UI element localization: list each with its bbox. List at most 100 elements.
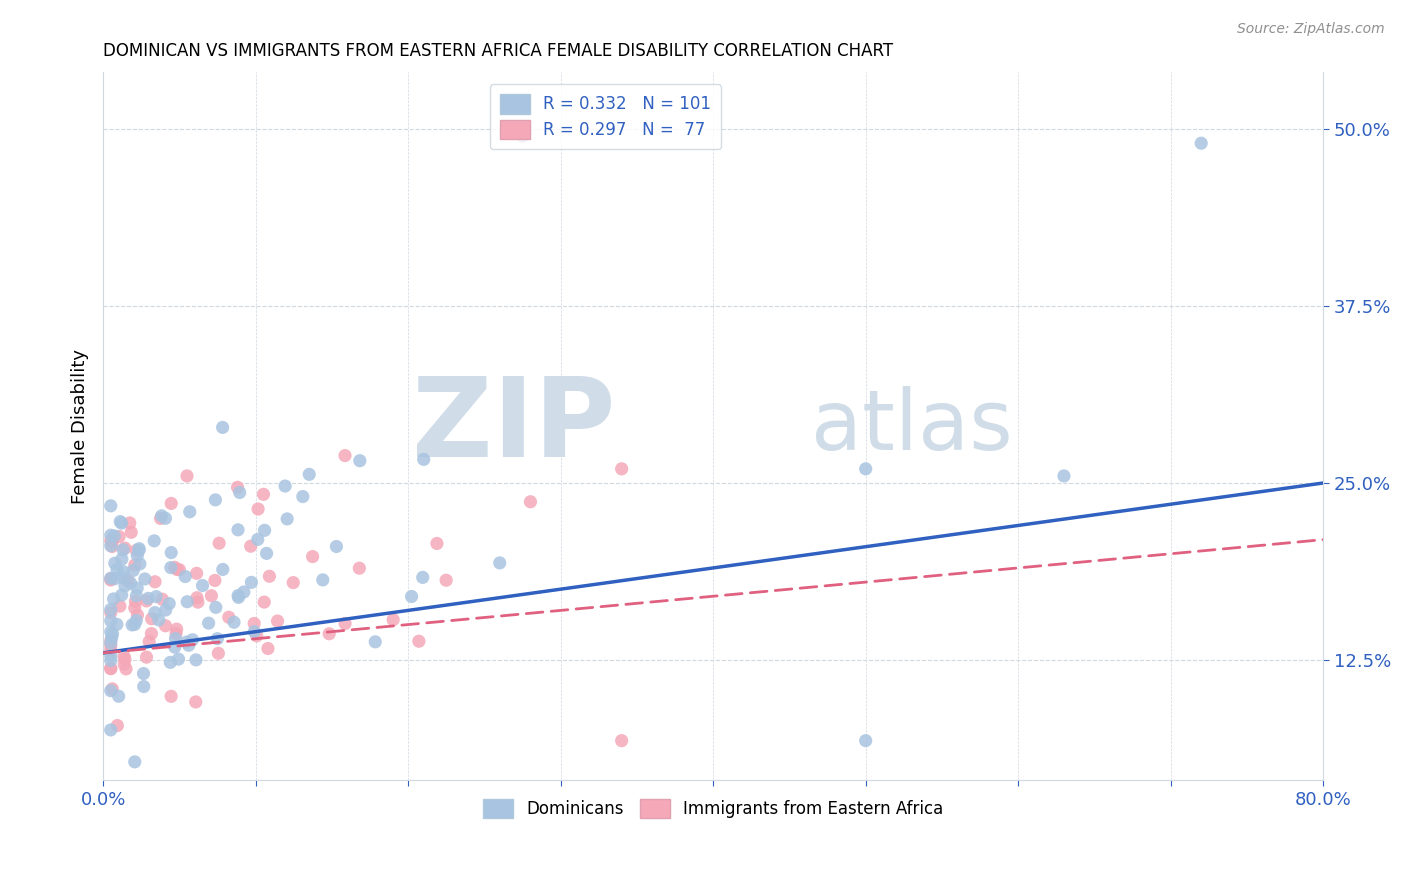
- Point: [159, 560, 181, 574]
- Point: [100, 533, 122, 548]
- Point: [100, 573, 122, 587]
- Point: [283, 575, 305, 590]
- Point: [166, 622, 188, 636]
- Point: [207, 632, 229, 646]
- Point: [243, 624, 266, 639]
- Point: [163, 640, 186, 654]
- Point: [200, 589, 222, 603]
- Point: [107, 690, 129, 704]
- Point: [143, 533, 166, 548]
- Point: [1053, 469, 1076, 483]
- Point: [105, 562, 128, 576]
- Point: [100, 602, 122, 616]
- Point: [318, 626, 340, 640]
- Point: [100, 606, 122, 620]
- Point: [127, 549, 149, 563]
- Point: [252, 487, 274, 501]
- Point: [122, 563, 145, 577]
- Point: [124, 558, 146, 572]
- Point: [159, 656, 181, 670]
- Point: [176, 469, 198, 483]
- Point: [226, 523, 249, 537]
- Point: [228, 591, 250, 605]
- Point: [177, 638, 200, 652]
- Point: [112, 542, 135, 557]
- Point: [111, 552, 134, 566]
- Point: [239, 539, 262, 553]
- Point: [610, 462, 633, 476]
- Point: [412, 452, 434, 467]
- Point: [191, 578, 214, 592]
- Text: atlas: atlas: [811, 386, 1012, 467]
- Point: [112, 649, 135, 664]
- Point: [105, 617, 128, 632]
- Point: [246, 629, 269, 643]
- Point: [103, 529, 125, 543]
- Point: [121, 618, 143, 632]
- Text: Source: ZipAtlas.com: Source: ZipAtlas.com: [1237, 22, 1385, 37]
- Point: [104, 572, 127, 586]
- Point: [115, 662, 138, 676]
- Point: [247, 502, 270, 516]
- Point: [276, 512, 298, 526]
- Point: [150, 592, 173, 607]
- Point: [132, 680, 155, 694]
- Point: [211, 420, 233, 434]
- Point: [100, 624, 122, 639]
- Point: [114, 579, 136, 593]
- Point: [127, 607, 149, 622]
- Point: [101, 681, 124, 696]
- Point: [257, 641, 280, 656]
- Point: [129, 557, 152, 571]
- Point: [101, 540, 124, 554]
- Point: [100, 648, 122, 663]
- Point: [187, 595, 209, 609]
- Point: [412, 570, 434, 584]
- Point: [208, 536, 231, 550]
- Point: [128, 543, 150, 558]
- Point: [104, 556, 127, 570]
- Point: [108, 530, 131, 544]
- Point: [266, 614, 288, 628]
- Point: [100, 571, 122, 585]
- Point: [312, 573, 335, 587]
- Point: [105, 718, 128, 732]
- Point: [114, 652, 136, 666]
- Point: [207, 646, 229, 660]
- Point: [274, 479, 297, 493]
- Point: [143, 606, 166, 620]
- Point: [110, 515, 132, 529]
- Point: [1189, 136, 1212, 151]
- Point: [186, 566, 208, 581]
- Point: [125, 543, 148, 558]
- Point: [108, 599, 131, 614]
- Point: [488, 556, 510, 570]
- Point: [135, 594, 157, 608]
- Point: [145, 590, 167, 604]
- Point: [204, 574, 226, 588]
- Point: [855, 733, 877, 747]
- Point: [100, 639, 122, 653]
- Point: [333, 616, 356, 631]
- Point: [364, 635, 387, 649]
- Point: [112, 571, 135, 585]
- Point: [100, 643, 122, 657]
- Point: [211, 562, 233, 576]
- Point: [519, 495, 541, 509]
- Point: [226, 589, 249, 603]
- Point: [333, 449, 356, 463]
- Point: [100, 683, 122, 698]
- Point: [100, 634, 122, 648]
- Point: [101, 627, 124, 641]
- Point: [124, 601, 146, 615]
- Point: [246, 533, 269, 547]
- Point: [253, 595, 276, 609]
- Point: [174, 569, 197, 583]
- Point: [204, 600, 226, 615]
- Point: [132, 666, 155, 681]
- Point: [100, 539, 122, 553]
- Point: [160, 690, 183, 704]
- Point: [125, 614, 148, 628]
- Point: [176, 595, 198, 609]
- Point: [120, 525, 142, 540]
